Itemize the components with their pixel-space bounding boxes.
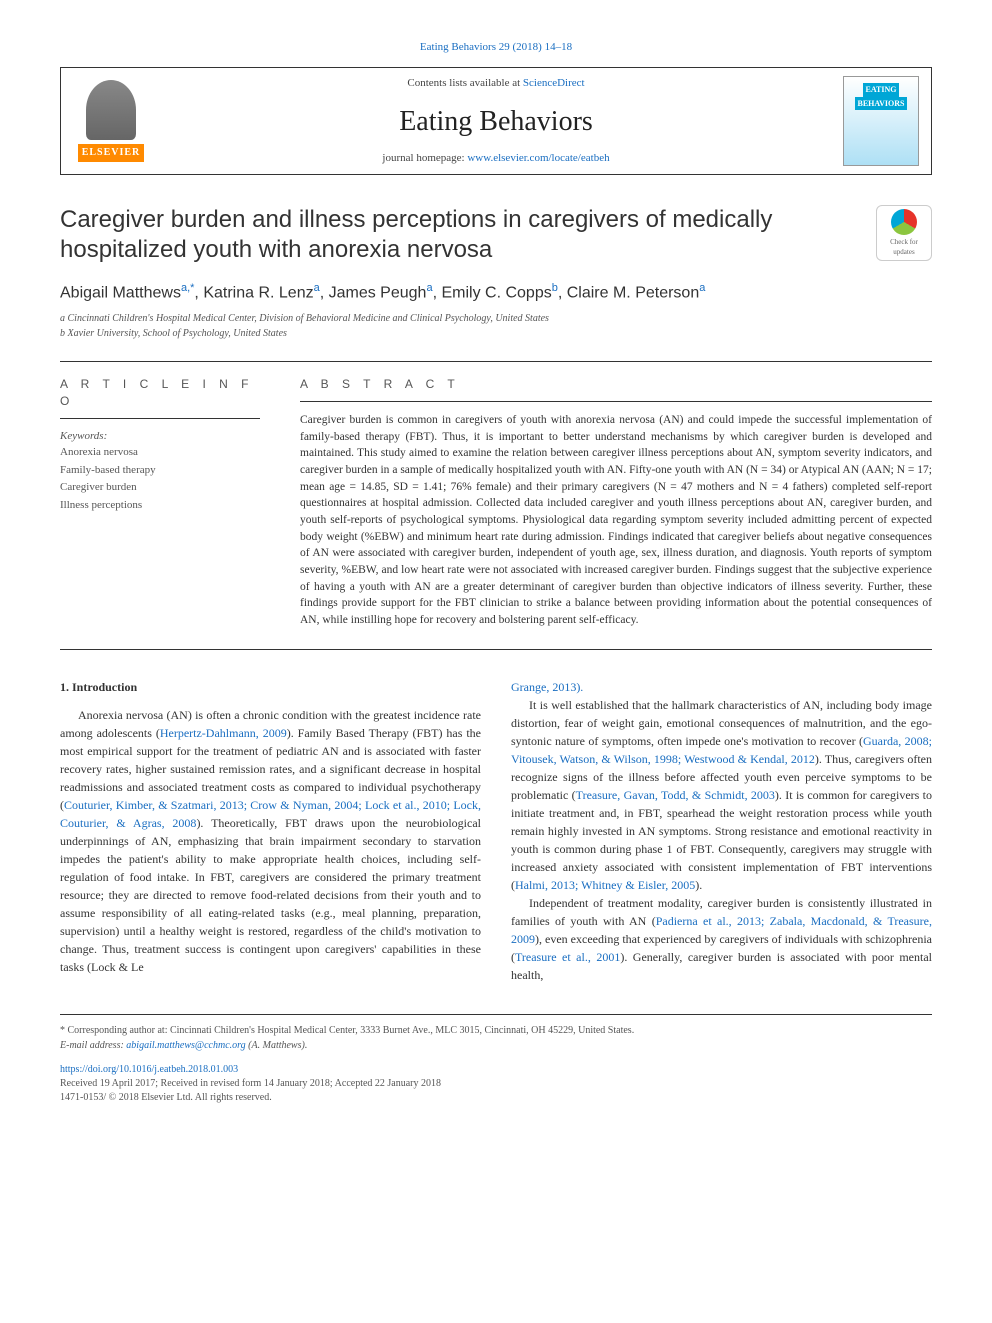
authors: Abigail Matthewsa,*, Katrina R. Lenza, J… <box>60 281 932 305</box>
doi-link[interactable]: https://doi.org/10.1016/j.eatbeh.2018.01… <box>60 1063 932 1077</box>
header-center: Contents lists available at ScienceDirec… <box>149 76 843 166</box>
homepage-link[interactable]: www.elsevier.com/locate/eatbeh <box>467 152 609 164</box>
body-columns: 1. Introduction Anorexia nervosa (AN) is… <box>60 678 932 984</box>
keywords-label: Keywords: <box>60 429 260 444</box>
email-label: E-mail address: <box>60 1040 126 1051</box>
affiliation-a: a Cincinnati Children's Hospital Medical… <box>60 311 932 326</box>
introduction-heading: 1. Introduction <box>60 678 481 696</box>
email-suffix: (A. Matthews). <box>246 1040 308 1051</box>
crossmark-icon <box>891 209 917 235</box>
info-separator <box>60 418 260 419</box>
elsevier-name: ELSEVIER <box>78 144 145 162</box>
keywords-list: Anorexia nervosaFamily-based therapyCare… <box>60 444 260 514</box>
homepage-prefix: journal homepage: <box>382 152 467 164</box>
check-updates-line1: Check for <box>890 238 918 248</box>
footer-separator <box>60 1014 932 1015</box>
intro-p3: Independent of treatment modality, careg… <box>511 894 932 984</box>
received-dates: Received 19 April 2017; Received in revi… <box>60 1077 932 1091</box>
journal-header: ELSEVIER Contents lists available at Sci… <box>60 67 932 175</box>
article-info-label: A R T I C L E I N F O <box>60 376 260 410</box>
email-line: E-mail address: abigail.matthews@cchmc.o… <box>60 1038 932 1053</box>
contents-prefix: Contents lists available at <box>407 77 522 89</box>
affiliation-b: b Xavier University, School of Psycholog… <box>60 326 932 341</box>
abstract-section: A B S T R A C T Caregiver burden is comm… <box>300 376 932 629</box>
journal-cover-thumbnail: EATING BEHAVIORS <box>843 76 919 166</box>
journal-name: Eating Behaviors <box>149 102 843 141</box>
abstract-text: Caregiver burden is common in caregivers… <box>300 412 932 629</box>
abstract-label: A B S T R A C T <box>300 376 932 393</box>
article-info-section: A R T I C L E I N F O Keywords: Anorexia… <box>60 376 260 629</box>
article-title: Caregiver burden and illness perceptions… <box>60 205 856 265</box>
elsevier-tree-icon <box>86 80 136 140</box>
separator-2 <box>60 649 932 650</box>
affiliations: a Cincinnati Children's Hospital Medical… <box>60 311 932 341</box>
column-right: Grange, 2013). It is well established th… <box>511 678 932 984</box>
email-link[interactable]: abigail.matthews@cchmc.org <box>126 1040 245 1051</box>
separator <box>60 361 932 362</box>
check-updates-line2: updates <box>893 248 914 258</box>
intro-p2: It is well established that the hallmark… <box>511 696 932 894</box>
elsevier-logo: ELSEVIER <box>73 76 149 166</box>
column-left: 1. Introduction Anorexia nervosa (AN) is… <box>60 678 481 984</box>
cover-text-2: BEHAVIORS <box>855 97 908 110</box>
sciencedirect-link[interactable]: ScienceDirect <box>523 77 585 89</box>
intro-p1: Anorexia nervosa (AN) is often a chronic… <box>60 706 481 976</box>
cover-text-1: EATING <box>863 83 900 96</box>
corresponding-author: * Corresponding author at: Cincinnati Ch… <box>60 1023 932 1038</box>
check-for-updates-button[interactable]: Check for updates <box>876 205 932 261</box>
homepage-line: journal homepage: www.elsevier.com/locat… <box>149 151 843 166</box>
copyright: 1471-0153/ © 2018 Elsevier Ltd. All righ… <box>60 1091 932 1105</box>
intro-p1-cont: Grange, 2013). <box>511 678 932 696</box>
journal-reference: Eating Behaviors 29 (2018) 14–18 <box>60 40 932 55</box>
abstract-separator <box>300 401 932 402</box>
contents-available: Contents lists available at ScienceDirec… <box>149 76 843 91</box>
